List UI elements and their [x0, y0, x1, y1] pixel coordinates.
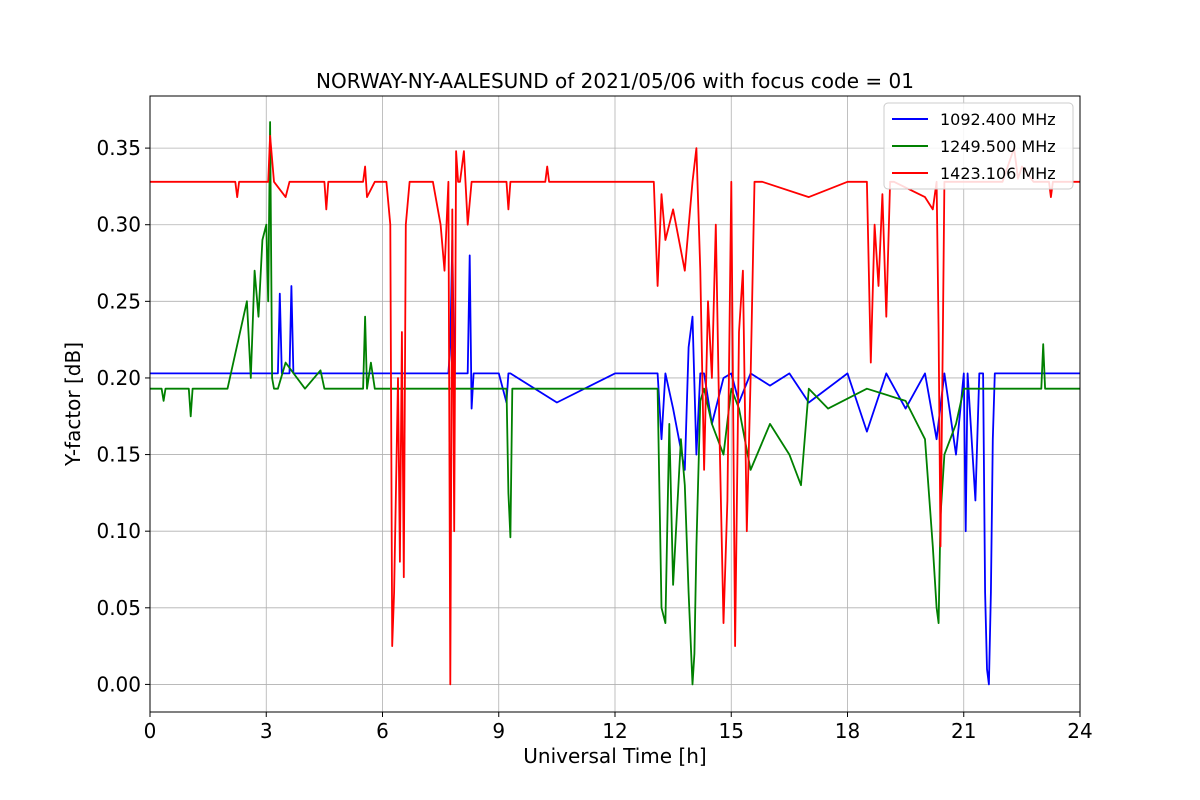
- x-tick-label: 6: [376, 719, 389, 743]
- x-tick-label: 3: [260, 719, 273, 743]
- series-line-2: [150, 121, 1080, 686]
- plot-area: [150, 121, 1080, 686]
- x-tick-label: 12: [602, 719, 627, 743]
- legend-box: [883, 102, 1074, 190]
- y-tick-label: 0.35: [96, 136, 141, 160]
- series-line-3: [150, 134, 1080, 686]
- y-tick-label: 0.10: [96, 519, 141, 543]
- x-tick-label: 15: [719, 719, 744, 743]
- x-tick-label: 0: [144, 719, 157, 743]
- y-tick-label: 0.20: [96, 366, 141, 390]
- y-tick-label: 0.30: [96, 213, 141, 237]
- x-tick-label: 18: [835, 719, 860, 743]
- y-tick-label: 0.25: [96, 289, 141, 313]
- legend: 1092.400 MHz 1249.500 MHz 1423.106 MHz: [883, 102, 1074, 190]
- x-tick-label: 9: [492, 719, 505, 743]
- x-axis: 0 3 6 9 12 15 18 21 24: [144, 712, 1093, 743]
- x-axis-label: Universal Time [h]: [523, 744, 706, 768]
- legend-label-2: 1249.500 MHz: [940, 137, 1056, 156]
- x-tick-label: 24: [1067, 719, 1092, 743]
- chart-title: NORWAY-NY-AALESUND of 2021/05/06 with fo…: [316, 69, 914, 93]
- y-axis: 0.00 0.05 0.10 0.15 0.20 0.25 0.30 0.35: [96, 136, 150, 696]
- y-tick-label: 0.00: [96, 672, 141, 696]
- y-axis-label: Y-factor [dB]: [61, 342, 85, 467]
- y-tick-label: 0.05: [96, 596, 141, 620]
- legend-label-3: 1423.106 MHz: [940, 164, 1056, 183]
- x-tick-label: 21: [951, 719, 976, 743]
- y-tick-label: 0.15: [96, 443, 141, 467]
- legend-label-1: 1092.400 MHz: [940, 110, 1056, 129]
